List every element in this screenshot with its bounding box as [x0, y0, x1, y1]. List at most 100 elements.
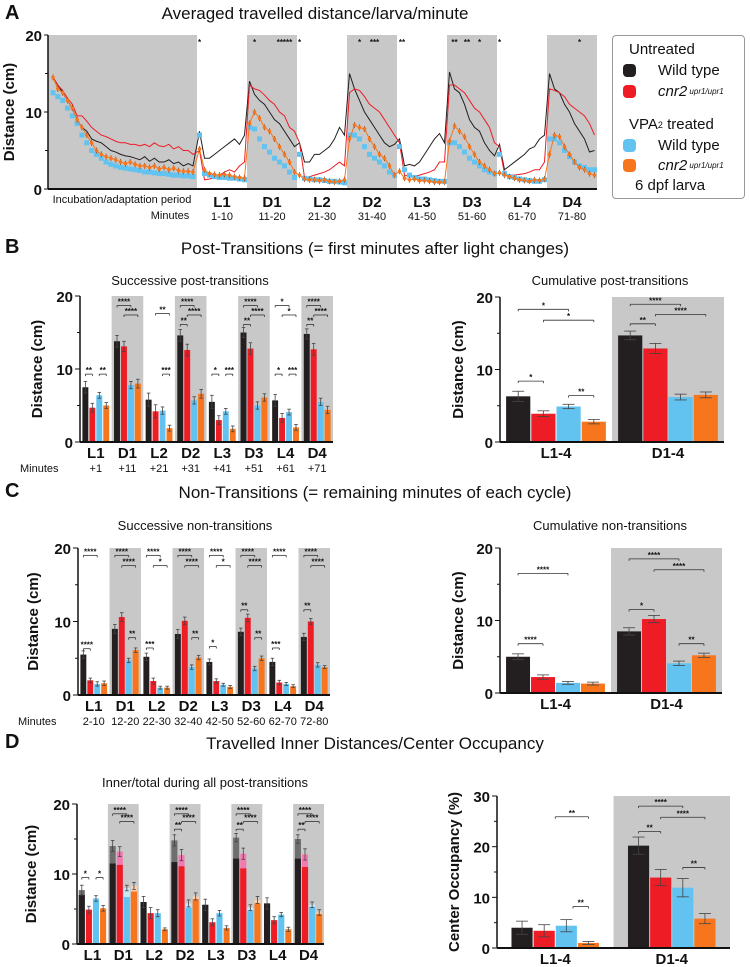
bar-inner: [78, 895, 85, 944]
data-point-3-88: [487, 167, 492, 172]
data-point-3-100: [547, 152, 552, 157]
data-point-3-90: [497, 171, 502, 175]
significance-label: ****: [305, 547, 318, 556]
data-point-3-16: [128, 160, 133, 164]
y-tick-label: 10: [476, 363, 493, 380]
y-axis-label: Distance (cm): [29, 320, 46, 418]
bar: [132, 650, 139, 695]
category-minutes: 32-40: [174, 716, 202, 728]
bar: [157, 687, 164, 695]
category-label: D1-4: [650, 696, 683, 713]
data-point-3-48: [287, 160, 292, 164]
data-point-3-99: [542, 177, 547, 181]
data-point-3-86: [477, 160, 482, 164]
data-point-2-17: [132, 167, 138, 173]
data-point-3-74: [417, 178, 422, 183]
bar: [577, 942, 600, 948]
data-point-2-109: [592, 167, 597, 173]
significance-label: ****: [244, 814, 257, 823]
significance-label: **: [298, 821, 305, 830]
category-label: D2: [179, 698, 198, 715]
bar: [258, 658, 265, 695]
legend-age: 6 dpf larva: [635, 177, 706, 194]
data-point-3-0: [51, 75, 55, 80]
bar: [227, 686, 234, 695]
data-point-3-104: [567, 152, 572, 157]
data-point-3-94: [517, 177, 522, 182]
y-tick-label: 30: [473, 789, 490, 806]
category-label: D1: [114, 947, 133, 964]
bar-inner: [254, 903, 261, 944]
significance-label: ****: [673, 562, 686, 571]
data-point-3-69: [392, 173, 397, 177]
y-axis-label: Distance (cm): [23, 825, 40, 923]
significance-label: ****: [179, 547, 192, 556]
category-label: D4: [305, 698, 325, 715]
data-point-2-103: [562, 148, 567, 153]
legend-item-vpa-wt: Wild type: [623, 137, 720, 154]
significance-label: *: [567, 312, 571, 321]
bar: [195, 657, 202, 695]
bar: [506, 656, 531, 693]
data-point-3-62: [357, 125, 362, 130]
bar: [531, 677, 555, 693]
y-axis-label: Distance (cm): [450, 571, 467, 669]
data-point-2-28: [185, 173, 191, 179]
bar-inner: [161, 929, 168, 944]
category-label: D2: [175, 947, 194, 964]
bar: [166, 428, 173, 442]
data-point-3-79: [442, 180, 447, 184]
data-point-2-60: [347, 132, 352, 138]
bar: [618, 335, 643, 442]
category-label: L1-4: [540, 696, 572, 713]
data-point-2-43: [262, 144, 267, 150]
bar: [667, 663, 691, 693]
chart-subtitle: Cumulative non-transitions: [533, 518, 687, 533]
bar: [82, 387, 89, 442]
bar-inner: [223, 927, 230, 944]
bar: [125, 660, 132, 695]
category-minutes: 42-50: [206, 716, 234, 728]
bar: [531, 413, 556, 442]
significance-label: *: [222, 558, 226, 567]
significance-label: ****: [649, 296, 662, 305]
category-label: D1-4: [652, 445, 685, 462]
significance-label: *: [98, 870, 102, 879]
y-tick-label: 20: [53, 797, 70, 814]
bar: [215, 420, 222, 442]
data-point-3-73: [412, 177, 417, 181]
bar-inner: [309, 906, 316, 944]
data-point-3-7: [84, 133, 89, 137]
bar: [581, 421, 606, 442]
significance-label: **: [640, 316, 647, 325]
data-point-2-8: [89, 148, 95, 153]
data-point-2-6: [79, 132, 85, 138]
significance-asterisk: *: [253, 38, 257, 47]
significance-label: ***: [225, 366, 235, 375]
category-minutes: +1: [90, 463, 103, 475]
category-minutes: +31: [181, 463, 200, 475]
bar: [229, 428, 236, 442]
data-point-3-92: [507, 174, 512, 179]
bar: [247, 348, 254, 442]
legend-label: treated: [662, 116, 714, 133]
y-axis-label: Distance (cm): [450, 320, 467, 418]
bar: [89, 407, 96, 442]
legend-swatch-red: [623, 85, 636, 98]
data-point-3-55: [322, 177, 327, 182]
data-point-2-67: [382, 163, 387, 169]
data-point-3-80: [447, 139, 452, 144]
bar-inner: [192, 899, 199, 944]
y-tick-label: 20: [473, 840, 490, 857]
data-point-2-22: [156, 171, 162, 177]
data-point-3-85: [472, 152, 477, 157]
data-point-3-61: [352, 123, 357, 127]
bar-inner: [130, 891, 138, 944]
phase-minutes-D4: 71-80: [558, 211, 586, 223]
dark-phase-shading-D2: [347, 35, 397, 189]
significance-label: **: [129, 630, 136, 639]
category-minutes: +41: [213, 463, 232, 475]
data-point-3-31: [202, 167, 207, 172]
data-point-3-67: [382, 156, 387, 160]
data-point-2-21: [151, 170, 157, 176]
